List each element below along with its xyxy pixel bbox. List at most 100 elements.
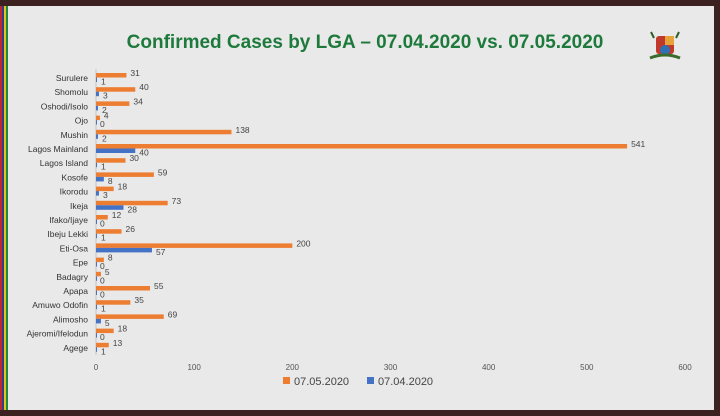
- category-label: Agege: [63, 343, 88, 353]
- data-label: 1: [101, 77, 106, 87]
- data-label: 0: [100, 119, 105, 129]
- bar-07.05.2020: [96, 73, 127, 78]
- bar-07.05.2020: [96, 129, 232, 135]
- bar-07.04.2020: [96, 304, 97, 310]
- data-label: 28: [127, 204, 137, 214]
- flag-stripe-blue: [2, 6, 4, 410]
- category-label: Amuwo Odofin: [32, 300, 88, 310]
- data-label: 0: [100, 219, 105, 229]
- bar-07.05.2020: [96, 101, 130, 106]
- data-label: 40: [139, 82, 149, 92]
- bar-07.05.2020: [96, 200, 168, 206]
- data-label: 5: [105, 318, 110, 328]
- bar-07.04.2020: [96, 91, 99, 97]
- bar-07.04.2020: [96, 262, 97, 267]
- data-label: 30: [129, 153, 139, 163]
- data-label: 40: [139, 148, 149, 158]
- legend-swatch: [283, 377, 290, 384]
- data-label: 0: [100, 275, 105, 285]
- data-label: 2: [102, 105, 107, 115]
- data-label: 1: [101, 233, 106, 243]
- data-label: 31: [130, 68, 140, 78]
- data-label: 8: [108, 176, 113, 186]
- category-label: Shomolu: [54, 87, 88, 97]
- x-tick-label: 100: [187, 363, 201, 372]
- bar-07.05.2020: [96, 271, 101, 277]
- bar-07.05.2020: [96, 115, 100, 121]
- flag-stripe-red: [0, 6, 2, 410]
- bar-07.04.2020: [96, 105, 98, 111]
- data-label: 200: [296, 238, 310, 248]
- legend-swatch: [367, 377, 374, 384]
- bar-07.05.2020: [96, 342, 109, 348]
- bar-07.05.2020: [96, 172, 154, 177]
- data-label: 1: [101, 304, 106, 314]
- chart-title: Confirmed Cases by LGA – 07.04.2020 vs. …: [126, 32, 604, 53]
- data-label: 73: [172, 196, 182, 206]
- flag-stripe-yellow: [4, 6, 6, 410]
- data-label: 18: [118, 324, 128, 334]
- bar-07.04.2020: [96, 191, 99, 196]
- bar-07.04.2020: [96, 247, 152, 253]
- category-label: Lagos Island: [40, 158, 88, 168]
- category-label: Kosofe: [62, 172, 89, 182]
- data-label: 541: [631, 139, 645, 149]
- category-label: Ajeromi/Ifelodun: [27, 329, 89, 339]
- slide: Confirmed Cases by LGA – 07.04.2020 vs. …: [0, 6, 714, 410]
- bar-07.05.2020: [96, 215, 108, 220]
- bar-07.04.2020: [96, 219, 97, 224]
- legend-label: 07.04.2020: [378, 376, 433, 388]
- bar-07.04.2020: [96, 77, 97, 82]
- category-label: Ibeju Lekki: [47, 229, 88, 239]
- lagos-state-logo-icon: [649, 31, 681, 60]
- category-label: Ifako/Ijaye: [49, 215, 88, 225]
- data-label: 138: [235, 125, 249, 135]
- bar-07.05.2020: [96, 300, 131, 305]
- category-label: Ikeja: [70, 201, 88, 211]
- category-label: Ojo: [75, 116, 89, 126]
- category-label: Mushin: [61, 130, 89, 140]
- bar-07.05.2020: [96, 229, 122, 234]
- bar-07.05.2020: [96, 314, 164, 319]
- data-label: 26: [126, 224, 136, 234]
- data-label: 0: [100, 332, 105, 342]
- category-label: Ikorodu: [60, 187, 89, 197]
- bar-07.04.2020: [96, 347, 97, 352]
- bar-07.05.2020: [96, 186, 114, 192]
- bar-07.05.2020: [96, 257, 104, 263]
- bar-07.04.2020: [96, 134, 98, 139]
- bar-07.05.2020: [96, 158, 126, 163]
- data-label: 13: [113, 338, 123, 348]
- data-label: 35: [134, 295, 144, 305]
- bar-07.05.2020: [96, 144, 628, 149]
- category-label: Oshodi/Isolo: [41, 101, 89, 111]
- data-label: 1: [101, 162, 106, 172]
- bar-07.04.2020: [96, 148, 136, 153]
- x-tick-label: 600: [678, 363, 692, 372]
- bar-07.04.2020: [96, 290, 97, 295]
- data-label: 4: [104, 111, 109, 121]
- bar-07.04.2020: [96, 205, 124, 210]
- bar-07.05.2020: [96, 87, 136, 92]
- bar-07.04.2020: [96, 333, 97, 338]
- bar-07.04.2020: [96, 176, 104, 182]
- bar-07.04.2020: [96, 233, 97, 239]
- bar-07.05.2020: [96, 328, 114, 334]
- category-label: Alimosho: [53, 314, 88, 324]
- category-label: Apapa: [63, 286, 88, 296]
- data-label: 34: [133, 96, 143, 106]
- bar-07.05.2020: [96, 243, 293, 248]
- bar-07.04.2020: [96, 120, 97, 125]
- flag-stripe-green: [6, 6, 8, 410]
- x-tick-label: 200: [286, 363, 300, 372]
- x-tick-label: 300: [384, 363, 398, 372]
- x-tick-label: 0: [94, 363, 99, 372]
- legend-label: 07.05.2020: [294, 376, 349, 388]
- data-label: 12: [112, 210, 122, 220]
- bar-07.04.2020: [96, 162, 97, 168]
- data-label: 55: [154, 281, 164, 291]
- data-label: 57: [156, 247, 166, 257]
- data-label: 2: [102, 133, 107, 143]
- data-label: 69: [168, 309, 178, 319]
